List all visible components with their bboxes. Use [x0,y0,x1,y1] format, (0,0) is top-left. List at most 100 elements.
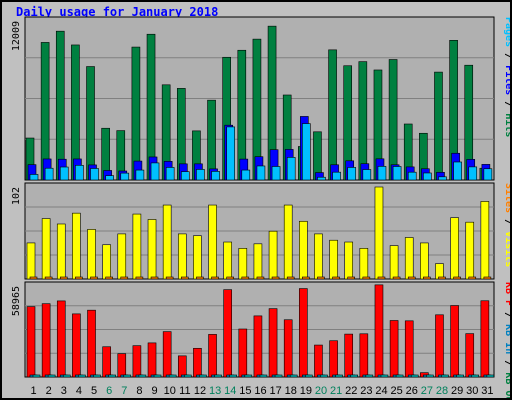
bottom-bar-kb-f [314,344,323,378]
middle-bar-visits [389,245,399,280]
top-bar-pages [180,171,190,181]
bottom-bar-kb-f [404,320,414,378]
top-bar-hits [207,99,216,181]
chart-panels: 12009 102 58965 [11,16,495,378]
x-tick-label: 14 [224,385,236,397]
bottom-bar-kb-f [450,305,459,378]
bottom-bar-kb-f [465,333,475,378]
top-bar-pages [392,166,402,181]
top-bar-hits [388,59,398,181]
bottom-ymax-label: 58965 [11,286,22,316]
bottom-bar-kb-out [183,374,192,378]
bottom-bar-kb-out [153,374,162,378]
x-tick-label: 6 [106,385,112,397]
top-bar-pages [211,171,220,181]
top-bar-pages [317,176,326,181]
x-tick-label: 1 [31,385,37,397]
middle-bar-visits [374,186,384,280]
x-tick-label: 2 [46,385,52,397]
x-tick-label: 22 [345,385,357,397]
x-tick-label: 18 [285,385,297,397]
bottom-bar-kb-out [259,374,268,378]
top-bar-pages [241,169,251,181]
middle-bar-sites [332,276,340,280]
x-tick-label: 16 [254,385,266,397]
middle-bar-visits [87,229,96,280]
bottom-bar-kb-f [162,331,172,378]
bottom-bar-kb-f [329,340,338,378]
side-legend-segment: KB Out [503,372,510,398]
top-side-legend: Pages / Files / Hits [503,17,510,137]
bottom-bar-kb-f [253,315,263,378]
bottom-bar-kb-out [32,374,41,378]
middle-bar-sites [135,276,144,280]
top-bar-hits [86,66,95,181]
middle-bar-sites [347,276,356,280]
bottom-bar-kb-f [223,289,232,378]
bottom-bar-kb-out [47,374,56,378]
middle-bar-visits [26,242,36,280]
middle-bar-visits [480,201,490,280]
top-ymax-label: 12009 [11,21,22,51]
bottom-bar-kb-f [299,288,308,378]
bottom-bar-kb-out [168,374,177,378]
x-tick-label: 3 [61,385,67,397]
bottom-bar-kb-f [56,300,66,378]
top-bar-pages [453,161,462,181]
bottom-bar-kb-out [274,374,283,378]
x-tick-label: 20 [315,385,327,397]
x-tick-label: 19 [300,385,312,397]
top-bar-pages [407,171,417,181]
side-legend-segment: / [503,95,510,113]
bottom-panel: 58965 [11,281,495,378]
side-legend-segment: Hits [503,113,510,137]
bottom-bar-kb-out [320,374,328,378]
top-bar-pages [165,167,175,181]
middle-bar-visits [102,244,111,280]
x-tick-label: 17 [270,385,282,397]
side-legend-segment: KB In [503,324,510,354]
top-bar-pages [150,162,160,181]
middle-bar-sites [483,276,492,280]
bottom-bar-kb-f [480,300,490,378]
middle-bar-sites [377,276,386,280]
middle-bar-visits [117,233,127,280]
bottom-bar-kb-out [365,374,374,378]
bottom-bar-kb-out [93,374,101,378]
x-tick-label: 4 [76,385,82,397]
middle-bar-sites [165,276,174,280]
top-bar-pages [29,174,39,181]
top-bar-hits [55,30,65,181]
bottom-bar-kb-out [441,374,449,378]
top-bar-pages [271,166,281,181]
bottom-bar-kb-out [486,374,495,378]
bottom-bar-kb-f [359,333,369,378]
bottom-bar-kb-f [344,333,354,378]
bottom-bar-kb-out [244,374,253,378]
top-bar-hits [131,46,141,181]
x-tick-label: 9 [152,385,158,397]
bottom-bar-kb-out [350,374,359,378]
middle-bar-visits [147,219,157,280]
bottom-bar-kb-out [229,374,237,378]
top-bar-hits [434,71,443,181]
bottom-bar-kb-f [117,353,127,378]
middle-bar-visits [404,237,414,280]
middle-bar-visits [344,241,354,280]
middle-bar-sites [196,276,204,280]
bottom-bar-kb-f [87,309,96,378]
middle-bar-sites [29,276,38,280]
top-bar-pages [59,166,69,181]
x-tick-label: 13 [209,385,221,397]
bottom-bar-kb-out [214,374,222,378]
middle-bar-visits [299,220,308,280]
middle-bar-sites [423,276,431,280]
x-tick-label: 21 [330,385,342,397]
x-tick-label: 5 [91,385,97,397]
x-tick-label: 11 [179,385,190,397]
bottom-bar-kb-out [305,374,313,378]
bottom-bar-kb-f [268,308,278,378]
side-legend-segment: KB F [503,282,510,306]
middle-bar-sites [256,276,265,280]
